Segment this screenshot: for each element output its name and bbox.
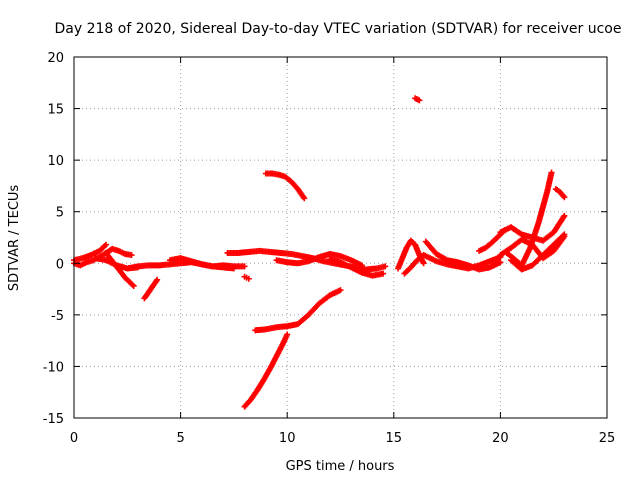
y-tick-label: 5	[56, 206, 64, 221]
data-points	[71, 95, 568, 410]
y-tick-label: -15	[43, 412, 64, 427]
data-point	[497, 259, 504, 266]
axis-ticks: 0 5 10 15 20 25 -15 -10 -5 0 5 10 15 20	[43, 51, 616, 446]
y-tick-label: -10	[43, 360, 64, 375]
y-tick-label: 20	[47, 51, 64, 66]
data-point	[561, 194, 568, 201]
x-tick-label: 10	[279, 431, 296, 446]
data-point	[130, 282, 137, 289]
y-tick-label: 10	[47, 154, 64, 169]
plot-frame	[73, 56, 608, 419]
data-point	[102, 241, 109, 248]
data-point	[416, 97, 423, 104]
y-tick-label: 15	[47, 103, 64, 118]
y-tick-label: 0	[56, 257, 64, 272]
data-point	[548, 169, 555, 176]
x-tick-label: 0	[70, 431, 78, 446]
data-point	[284, 331, 291, 338]
data-point	[230, 265, 237, 272]
data-point	[420, 260, 427, 267]
data-point	[128, 252, 135, 259]
data-point	[154, 276, 161, 283]
data-point	[382, 263, 389, 270]
data-point	[561, 212, 568, 219]
data-point	[245, 275, 252, 282]
y-tick-label: -5	[51, 309, 64, 324]
data-point	[380, 270, 387, 277]
data-point	[358, 262, 365, 269]
x-tick-label: 20	[492, 431, 509, 446]
x-tick-label: 15	[386, 431, 403, 446]
x-axis-label: GPS time / hours	[286, 459, 395, 474]
y-axis-label: SDTVAR / TECUs	[7, 185, 22, 292]
data-point-fill	[560, 232, 567, 239]
chart-title: Day 218 of 2020, Sidereal Day-to-day VTE…	[55, 21, 622, 37]
data-point	[337, 287, 344, 294]
data-point	[301, 195, 308, 202]
data-point	[241, 263, 248, 270]
x-tick-label: 25	[599, 431, 616, 446]
x-tick-label: 5	[176, 431, 184, 446]
data-point	[561, 231, 568, 238]
